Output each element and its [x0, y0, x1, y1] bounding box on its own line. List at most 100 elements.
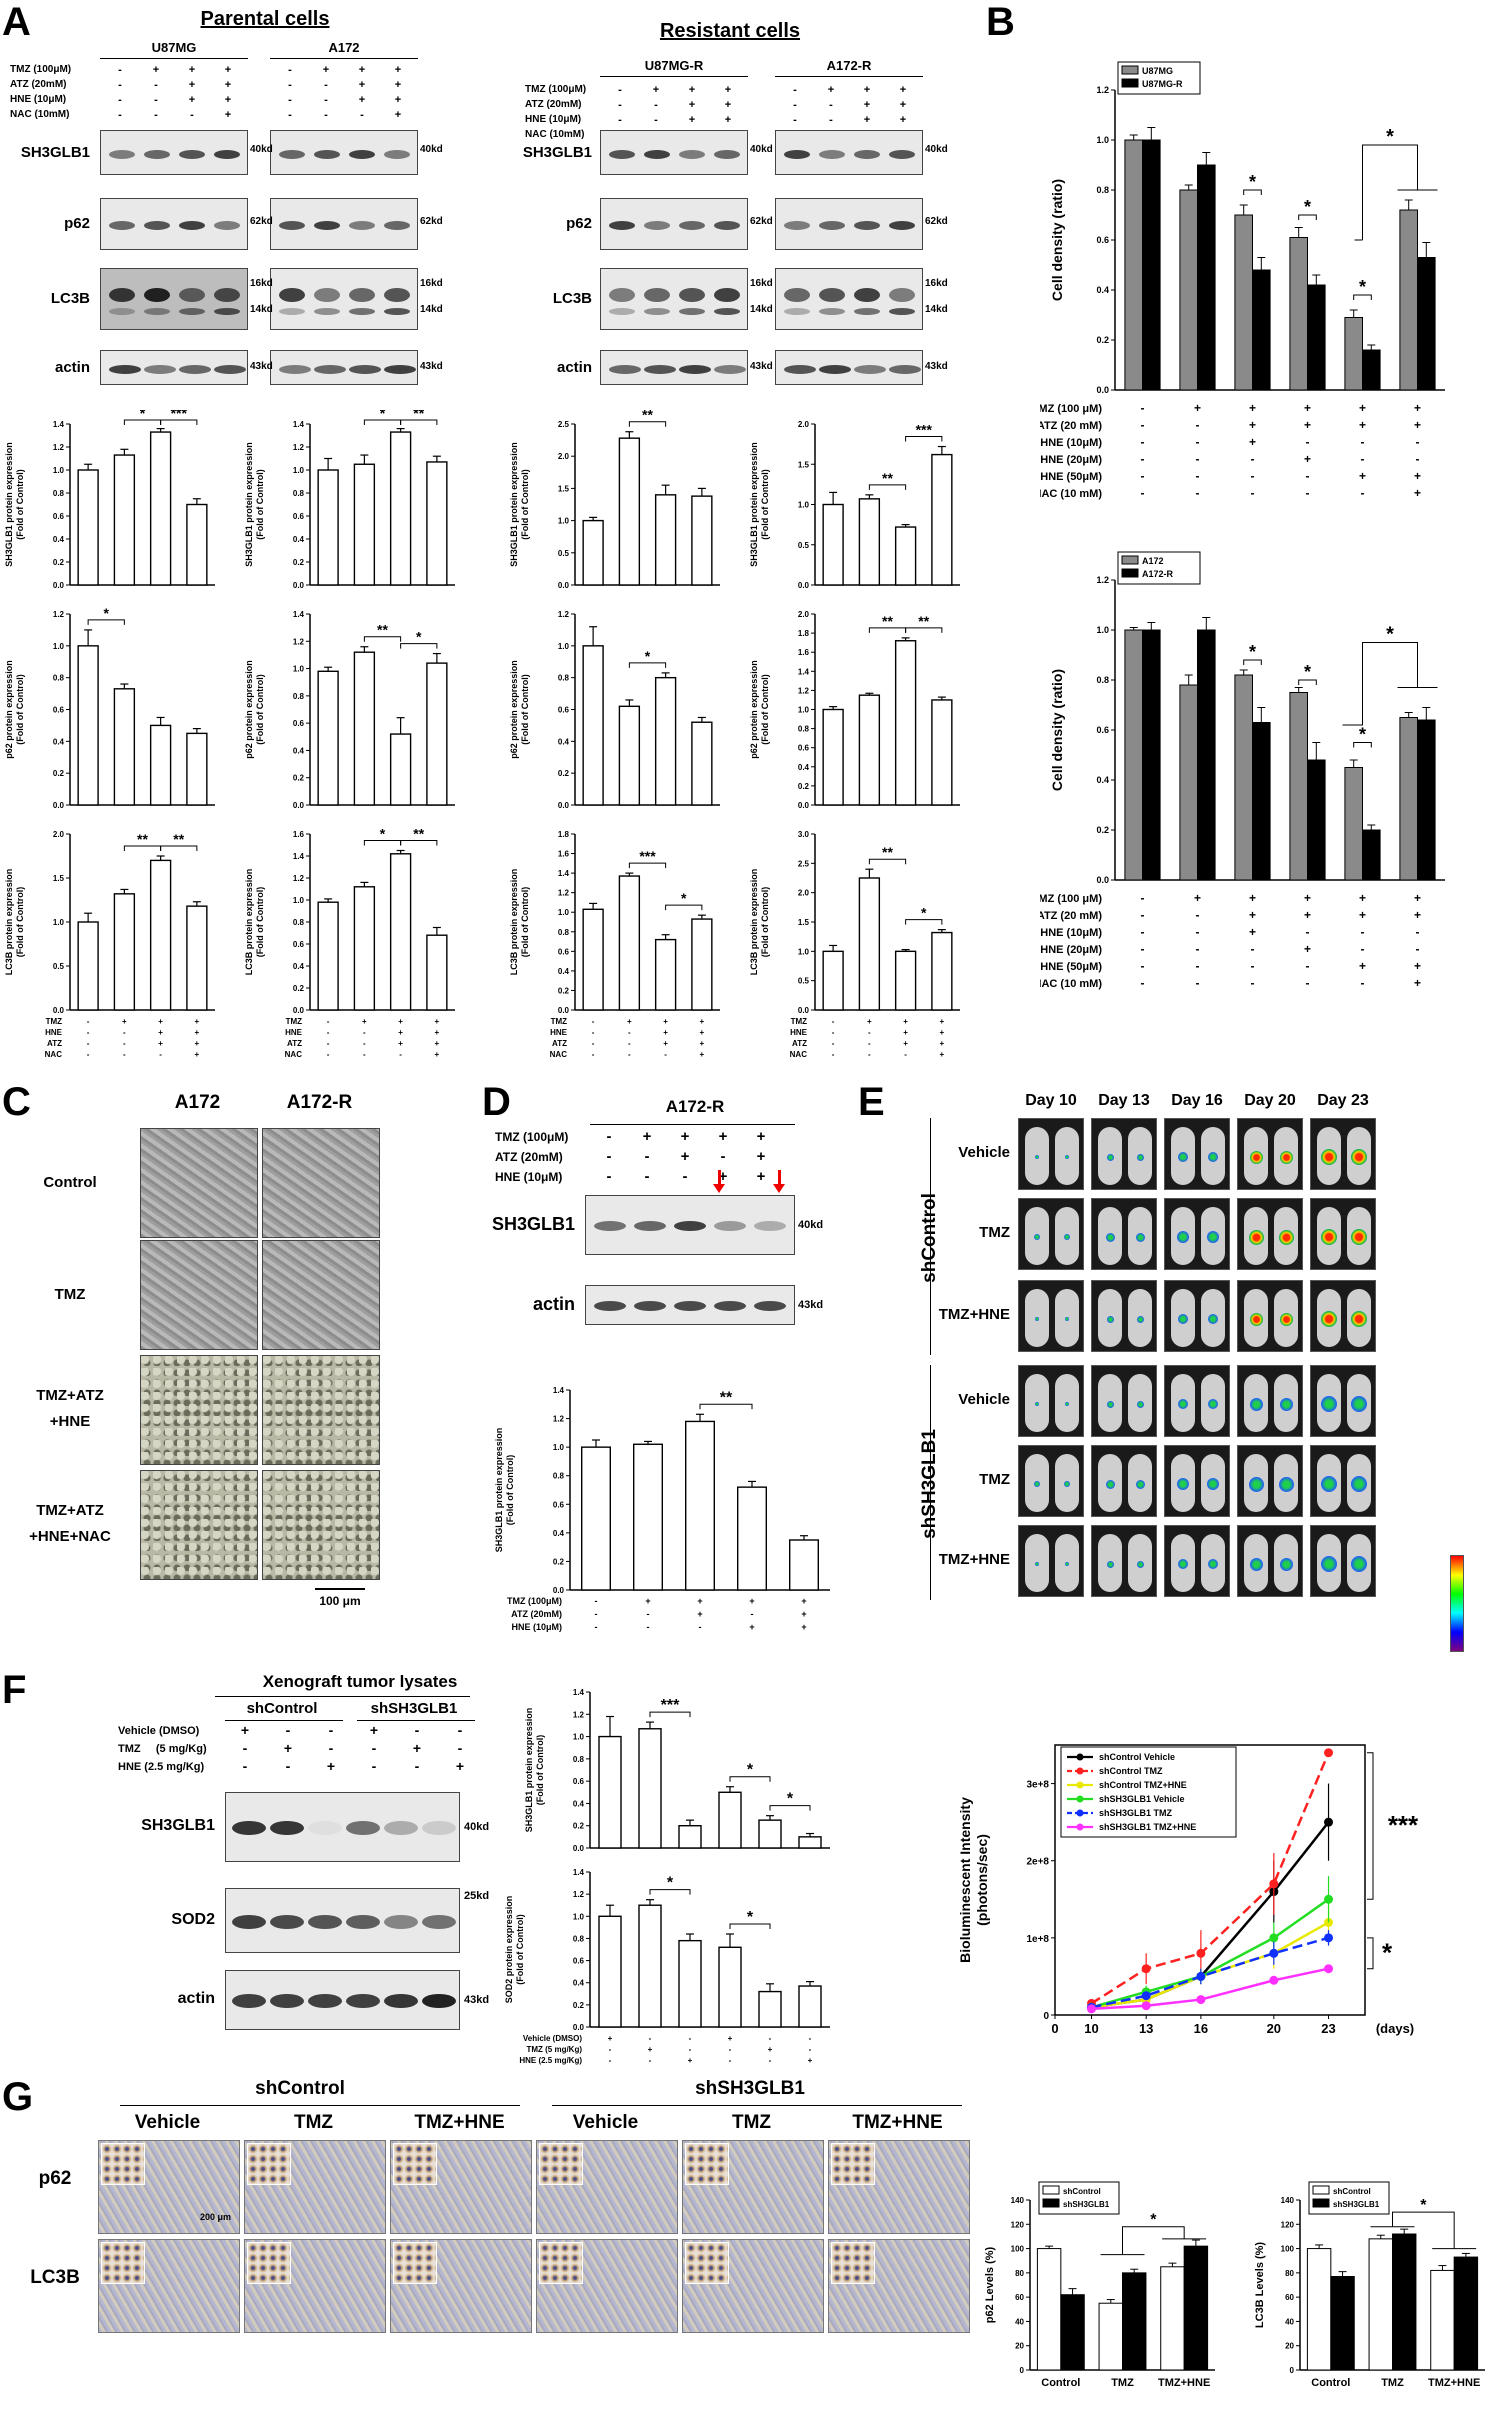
protein-band [714, 308, 740, 315]
mouse-image [1310, 1198, 1376, 1270]
blot-row-label: actin [177, 1990, 215, 2007]
y-axis-label: (Fold of Control) [15, 887, 25, 957]
data-point [1196, 1995, 1206, 2005]
column-header: A172-R [286, 1092, 353, 1113]
bioluminescence-signal [1249, 1557, 1263, 1571]
treatment-sign: + [1359, 908, 1366, 922]
y-tick-label: 1.0 [293, 466, 305, 475]
treatment-sign: + [394, 79, 402, 91]
blot-row-label: SOD2 [171, 1910, 215, 1928]
mouse-image [1091, 1118, 1157, 1190]
treatment-sign: + [648, 2045, 653, 2054]
treatment-sign: + [903, 1028, 908, 1037]
treatment-sign: - [628, 1039, 631, 1048]
treatment-sign: - [592, 1050, 595, 1059]
protein-band [714, 1301, 746, 1311]
bioluminescence-signal [1351, 1556, 1367, 1572]
y-tick-label: 0.4 [558, 737, 570, 746]
chart-lc3b-u87mg: 0.0 0.5 1.0 1.5 2.0 ** ** LC3B protein expressi… [4, 830, 215, 1059]
y-tick-label: 1.0 [798, 501, 810, 510]
y-tick-label: 0.6 [798, 744, 810, 753]
ihc-image [390, 2239, 532, 2333]
protein-band [784, 149, 810, 159]
data-point [1141, 1991, 1151, 2001]
treatment-sign: - [288, 64, 292, 76]
data-point [1324, 1748, 1334, 1758]
treatment-sign: + [1304, 908, 1311, 922]
bar [691, 918, 713, 1011]
treatment-sign: - [829, 114, 833, 126]
legend-marker [1076, 1753, 1084, 1761]
significance-mark: ** [642, 410, 653, 423]
blot-row-label: actin [54, 358, 90, 376]
bioluminescence-signal [1208, 1559, 1218, 1569]
protein-band [679, 308, 705, 315]
treatment-label: NAC (10mM) [525, 129, 585, 140]
color-scale-bar [1450, 1555, 1464, 1652]
y-axis-label: (Fold of Control) [515, 1914, 525, 1984]
treatment-sign: + [195, 1017, 200, 1026]
treatment-sign: - [1141, 976, 1145, 990]
protein-band [384, 308, 410, 315]
significance-bracket [400, 419, 438, 425]
bioluminescence-signal [1279, 1312, 1293, 1326]
arrow-icon [778, 1170, 781, 1186]
bioluminescence-signal [1135, 1479, 1145, 1489]
treatment-sign: + [642, 1128, 652, 1145]
treatment-sign: + [899, 99, 907, 111]
y-axis-label: (Fold of Control) [505, 1455, 515, 1525]
treatment-row-label: HNE (20μM) [1040, 454, 1102, 466]
bioluminescence-signal [1278, 1229, 1294, 1245]
y-axis-label: (Fold of Control) [255, 469, 265, 539]
significance-bracket [628, 662, 667, 668]
treatment-sign: - [288, 94, 292, 106]
y-tick-label: 1.4 [553, 1386, 565, 1395]
significance-bracket [905, 919, 943, 925]
bioluminescence-signal [1278, 1476, 1294, 1492]
y-tick-label: 0.4 [798, 763, 810, 772]
treatment-label: HNE (10μM) [525, 114, 582, 125]
ihc-inset-image [101, 2242, 145, 2284]
treatment-sign: - [644, 1168, 650, 1185]
treatment-sign: - [414, 1722, 420, 1738]
treatment-sign: + [700, 1039, 705, 1048]
blot-row-label: LC3B [50, 290, 90, 307]
bar [389, 733, 412, 806]
y-tick-label: 0.4 [573, 1799, 585, 1808]
treatment-sign: + [158, 1017, 163, 1026]
treatment-sign: + [903, 1017, 908, 1026]
treatment-sign: - [720, 1148, 726, 1165]
x-tick-label: TMZ+HNE [1158, 2377, 1210, 2389]
significance-mark: * [1150, 2212, 1157, 2229]
x-tick-label: TMZ [1111, 2377, 1134, 2389]
treatment-sign: - [87, 1017, 90, 1026]
row-label: TMZ [979, 1224, 1010, 1241]
bar [632, 1443, 663, 1591]
chart-lc3b-a172: 0.00.20.40.60.81.01.21.41.6 * **LC3B prote… [244, 826, 455, 1059]
treatment-sign: - [1196, 925, 1200, 939]
significance-bracket [905, 627, 943, 633]
treatment-sign: - [87, 1039, 90, 1048]
protein-band [609, 149, 635, 159]
significance-bracket [769, 1805, 811, 1811]
treatment-sign: + [1414, 401, 1421, 415]
protein-band [889, 288, 915, 302]
bar [1344, 317, 1363, 391]
treatment-sign: - [1196, 976, 1200, 990]
significance-bracket [1354, 144, 1418, 241]
significance-bracket [628, 862, 667, 869]
significance-mark: ** [173, 831, 184, 847]
treatment-sign: - [868, 1039, 871, 1048]
bar [1197, 164, 1216, 391]
y-axis-label: SH3GLB1 protein expression [244, 442, 254, 567]
kd-label: 62kd [750, 216, 773, 227]
y-tick-label: 1.4 [293, 852, 305, 861]
protein-band [346, 1914, 380, 1929]
bar [113, 893, 136, 1011]
significance-bracket [1298, 679, 1317, 685]
x-tick-label: 10 [1084, 2021, 1098, 2036]
y-axis-label: (Fold of Control) [255, 887, 265, 957]
y-axis-label: SH3GLB1 protein expression [4, 442, 14, 567]
mouse-image [1018, 1198, 1084, 1270]
y-tick-label: 0.6 [558, 947, 570, 956]
